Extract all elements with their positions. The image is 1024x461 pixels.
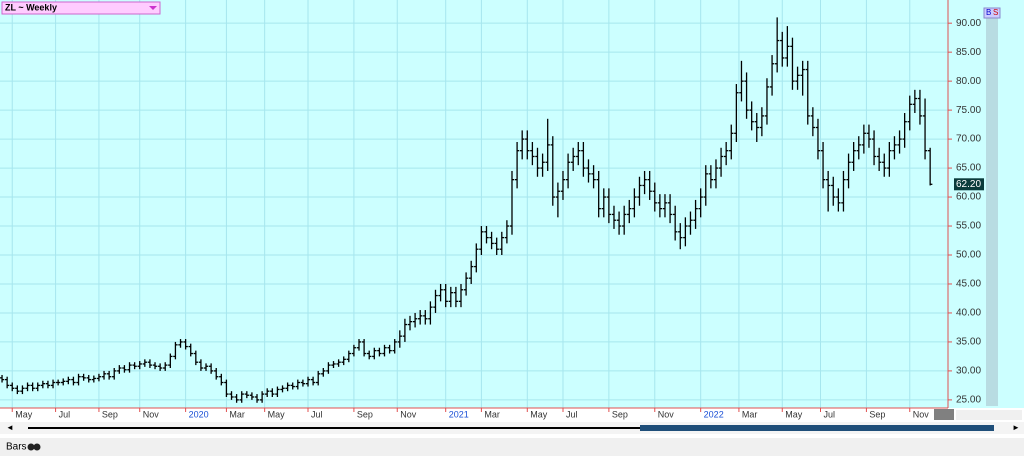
- x-tick-label: Mar: [484, 409, 500, 419]
- x-tick-label: 2020: [189, 409, 209, 419]
- scroll-left[interactable]: ◄: [6, 423, 14, 432]
- y-tick-label: 75.00: [956, 105, 981, 116]
- y-tick-label: 85.00: [956, 47, 981, 58]
- bars: [0, 17, 933, 403]
- buy-sell-icon: S: [993, 8, 998, 17]
- y-tick-label: 70.00: [956, 134, 981, 145]
- y-tick-label: 35.00: [956, 337, 981, 348]
- x-tick-label: Jul: [566, 409, 578, 419]
- x-tick-label: 2022: [704, 409, 724, 419]
- x-tick-label: May: [785, 409, 803, 419]
- y-tick-label: 45.00: [956, 279, 981, 290]
- grid: [0, 0, 948, 408]
- x-tick-label: Mar: [742, 409, 758, 419]
- style-icon[interactable]: [27, 443, 35, 451]
- x-tick-label: Nov: [143, 409, 160, 419]
- x-tick-label: Jul: [311, 409, 323, 419]
- x-tick-label: Sep: [102, 409, 118, 419]
- last-price-box: [954, 178, 984, 191]
- y-tick-label: 50.00: [956, 250, 981, 261]
- plot-area: [0, 0, 948, 408]
- corner-box: [934, 409, 954, 420]
- x-tick-label: Nov: [658, 409, 675, 419]
- x-tick-label: Mar: [229, 409, 245, 419]
- tool-buttons[interactable]: [956, 410, 1022, 420]
- buy-sell-button[interactable]: [983, 7, 1001, 19]
- x-tick-label: May: [15, 409, 33, 419]
- x-tick-label: 2021: [449, 409, 469, 419]
- chart-style-label: Bars: [6, 442, 27, 453]
- y-tick-label: 30.00: [956, 366, 981, 377]
- y-tick-label: 65.00: [956, 163, 981, 174]
- style-icon[interactable]: [33, 443, 41, 451]
- buy-sell-icon: B: [986, 8, 991, 17]
- y-tick-label: 90.00: [956, 18, 981, 29]
- x-tick-label: May: [268, 409, 286, 419]
- y-tick-label: 40.00: [956, 308, 981, 319]
- dropdown-arrow[interactable]: [149, 6, 157, 10]
- x-tick-label: Jul: [59, 409, 71, 419]
- scroll-right[interactable]: ►: [1012, 423, 1020, 432]
- labels: 25.00 30.00 35.00 40.00 45.00 50.00 55.00 60.00…: [11, 18, 984, 419]
- x-tick-label: Sep: [612, 409, 628, 419]
- y-tick-label: 80.00: [956, 76, 981, 87]
- y-tick-label: 60.00: [956, 192, 981, 203]
- x-tick-label: Sep: [869, 409, 885, 419]
- side-strip: [986, 8, 998, 406]
- scroll-thumb[interactable]: [640, 425, 994, 431]
- status-bar: [0, 438, 1024, 456]
- x-tick-label: Sep: [357, 409, 373, 419]
- x-tick-label: Nov: [913, 409, 930, 419]
- symbol-title: ZL ~ Weekly: [5, 2, 57, 12]
- y-tick-label: 55.00: [956, 221, 981, 232]
- y-tick-label: 25.00: [956, 395, 981, 406]
- x-tick-label: Jul: [824, 409, 836, 419]
- x-tick-label: Nov: [400, 409, 417, 419]
- x-tick-label: May: [530, 409, 548, 419]
- symbol-box[interactable]: [1, 1, 161, 15]
- last-price-label: 62.20: [956, 179, 981, 190]
